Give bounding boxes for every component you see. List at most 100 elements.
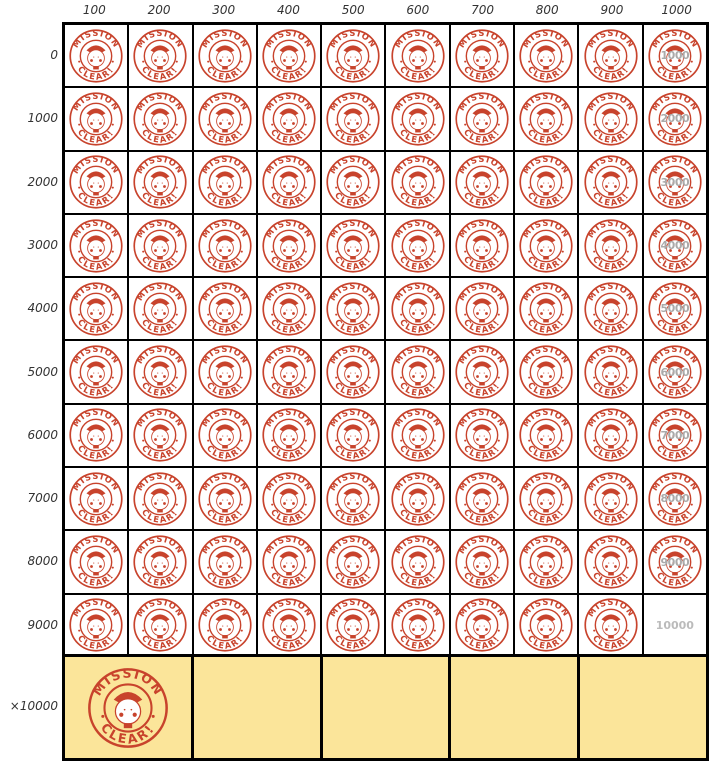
stamp-cell[interactable] xyxy=(579,151,642,213)
stamp-cell[interactable] xyxy=(129,341,192,403)
stamp-cell[interactable] xyxy=(450,341,514,403)
bonus-stamp-slot[interactable] xyxy=(65,657,191,758)
stamp-cell[interactable] xyxy=(579,278,642,340)
stamp-cell[interactable]: 7000 xyxy=(643,404,706,467)
stamp-cell[interactable] xyxy=(193,214,256,277)
stamp-cell[interactable] xyxy=(65,341,128,403)
stamp-cell[interactable] xyxy=(257,88,321,150)
stamp-cell[interactable]: 6000 xyxy=(643,341,706,403)
stamp-cell[interactable] xyxy=(129,151,192,213)
bonus-stamp-slot[interactable] xyxy=(322,657,449,758)
stamp-cell[interactable] xyxy=(193,151,256,213)
stamp-cell[interactable] xyxy=(129,25,192,87)
stamp-cell[interactable] xyxy=(129,468,192,530)
stamp-cell[interactable] xyxy=(386,468,449,530)
stamp-cell[interactable] xyxy=(129,594,192,656)
stamp-cell[interactable] xyxy=(579,88,642,150)
stamp-cell[interactable] xyxy=(450,531,514,593)
bonus-stamp-slot[interactable] xyxy=(580,657,706,758)
stamp-cell[interactable] xyxy=(257,151,321,213)
stamp-cell[interactable] xyxy=(129,531,192,593)
bonus-stamp-slot[interactable] xyxy=(451,657,578,758)
stamp-cell[interactable] xyxy=(65,151,128,213)
stamp-cell[interactable] xyxy=(450,594,514,656)
stamp-cell[interactable] xyxy=(450,278,514,340)
stamp-cell[interactable]: 1000 xyxy=(643,25,706,87)
stamp-cell[interactable]: 2000 xyxy=(643,88,706,150)
stamp-cell[interactable] xyxy=(386,278,449,340)
stamp-cell[interactable] xyxy=(257,468,321,530)
stamp-cell[interactable] xyxy=(65,468,128,530)
stamp-cell[interactable]: 8000 xyxy=(643,468,706,530)
stamp-cell[interactable] xyxy=(257,278,321,340)
stamp-cell[interactable] xyxy=(386,151,449,213)
stamp-cell[interactable] xyxy=(257,594,321,656)
stamp-cell[interactable] xyxy=(515,278,578,340)
stamp-cell[interactable] xyxy=(257,341,321,403)
stamp-cell[interactable] xyxy=(322,404,385,467)
stamp-cell[interactable] xyxy=(193,88,256,150)
stamp-cell[interactable] xyxy=(322,88,385,150)
stamp-cell[interactable]: 3000 xyxy=(643,151,706,213)
stamp-cell[interactable] xyxy=(322,151,385,213)
stamp-cell[interactable] xyxy=(322,468,385,530)
stamp-cell[interactable] xyxy=(257,214,321,277)
stamp-cell[interactable] xyxy=(193,404,256,467)
stamp-cell[interactable] xyxy=(386,214,449,277)
stamp-cell[interactable] xyxy=(65,531,128,593)
stamp-cell[interactable] xyxy=(579,404,642,467)
stamp-cell[interactable]: 10000 xyxy=(643,594,706,656)
stamp-cell[interactable] xyxy=(450,468,514,530)
stamp-cell[interactable] xyxy=(193,531,256,593)
stamp-cell[interactable] xyxy=(515,214,578,277)
stamp-cell[interactable] xyxy=(322,594,385,656)
stamp-cell[interactable] xyxy=(515,468,578,530)
stamp-cell[interactable] xyxy=(193,25,256,87)
stamp-cell[interactable] xyxy=(257,404,321,467)
stamp-cell[interactable] xyxy=(579,341,642,403)
stamp-cell[interactable] xyxy=(450,214,514,277)
stamp-cell[interactable] xyxy=(65,594,128,656)
stamp-cell[interactable]: 4000 xyxy=(643,214,706,277)
stamp-cell[interactable] xyxy=(129,278,192,340)
stamp-cell[interactable] xyxy=(386,88,449,150)
stamp-cell[interactable] xyxy=(386,594,449,656)
stamp-cell[interactable] xyxy=(386,341,449,403)
stamp-cell[interactable] xyxy=(257,531,321,593)
stamp-cell[interactable] xyxy=(322,531,385,593)
stamp-cell[interactable] xyxy=(257,25,321,87)
stamp-cell[interactable] xyxy=(386,404,449,467)
stamp-cell[interactable] xyxy=(193,278,256,340)
stamp-cell[interactable] xyxy=(450,88,514,150)
stamp-cell[interactable] xyxy=(65,404,128,467)
stamp-cell[interactable] xyxy=(579,594,642,656)
stamp-cell[interactable] xyxy=(579,468,642,530)
stamp-cell[interactable] xyxy=(386,25,449,87)
stamp-cell[interactable]: 9000 xyxy=(643,531,706,593)
stamp-cell[interactable] xyxy=(515,25,578,87)
bonus-stamp-slot[interactable] xyxy=(193,657,320,758)
stamp-cell[interactable] xyxy=(129,214,192,277)
stamp-cell[interactable] xyxy=(450,404,514,467)
stamp-cell[interactable] xyxy=(129,404,192,467)
stamp-cell[interactable] xyxy=(129,88,192,150)
stamp-cell[interactable]: 5000 xyxy=(643,278,706,340)
stamp-cell[interactable] xyxy=(322,214,385,277)
stamp-cell[interactable] xyxy=(322,25,385,87)
stamp-cell[interactable] xyxy=(450,25,514,87)
stamp-cell[interactable] xyxy=(579,214,642,277)
stamp-cell[interactable] xyxy=(65,88,128,150)
stamp-cell[interactable] xyxy=(579,25,642,87)
stamp-cell[interactable] xyxy=(515,88,578,150)
stamp-cell[interactable] xyxy=(193,594,256,656)
stamp-cell[interactable] xyxy=(579,531,642,593)
stamp-cell[interactable] xyxy=(450,151,514,213)
stamp-cell[interactable] xyxy=(515,404,578,467)
stamp-cell[interactable] xyxy=(386,531,449,593)
stamp-cell[interactable] xyxy=(193,341,256,403)
stamp-cell[interactable] xyxy=(515,341,578,403)
stamp-cell[interactable] xyxy=(322,341,385,403)
stamp-cell[interactable] xyxy=(65,25,128,87)
stamp-cell[interactable] xyxy=(515,594,578,656)
stamp-cell[interactable] xyxy=(65,278,128,340)
